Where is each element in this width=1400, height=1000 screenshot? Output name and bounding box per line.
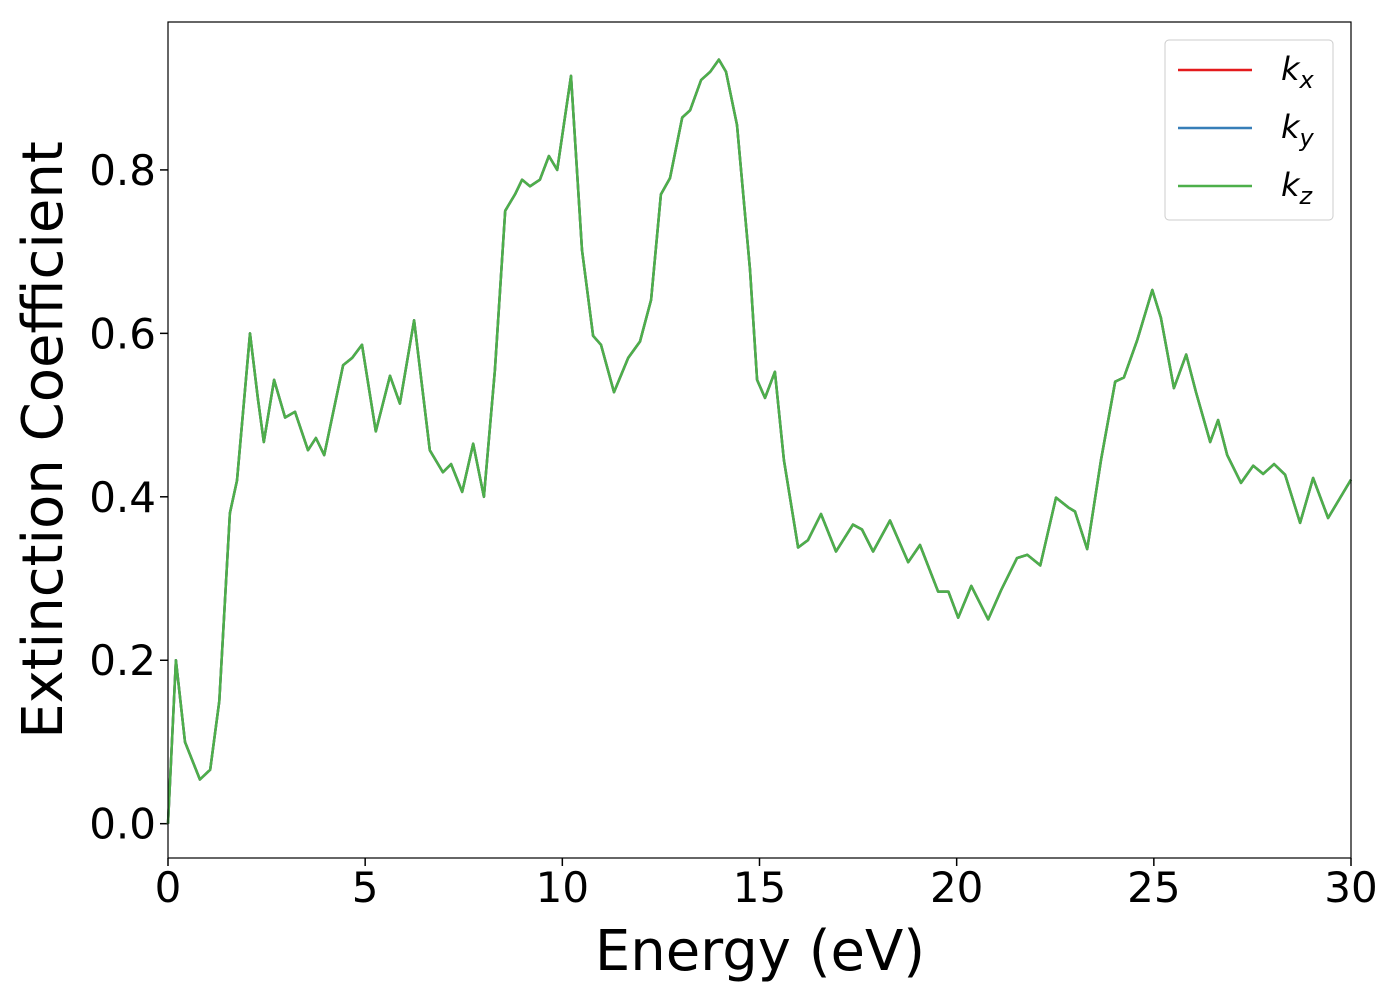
y-tick-label: 0.6 <box>89 309 156 358</box>
legend-box <box>1164 39 1334 221</box>
y-tick-label: 0.8 <box>89 146 156 195</box>
x-tick-label: 0 <box>155 863 182 912</box>
legend-label: ky <box>1281 108 1315 152</box>
x-tick-label: 30 <box>1324 863 1377 912</box>
legend: kx ky kz <box>1164 39 1334 221</box>
x-tick-label: 15 <box>733 863 786 912</box>
line-series <box>166 58 1353 824</box>
legend-label: kz <box>1281 166 1314 210</box>
x-tick-label: 25 <box>1127 863 1180 912</box>
x-tick-label: 10 <box>536 863 589 912</box>
plot-frame <box>167 21 1352 859</box>
x-tick-label: 5 <box>352 863 379 912</box>
y-axis-label: Extinction Coefficient <box>11 141 76 739</box>
x-tick-label: 20 <box>930 863 983 912</box>
y-tick-label: 0.0 <box>89 800 156 849</box>
y-tick-label: 0.2 <box>89 636 156 685</box>
x-axis-label: Energy (eV) <box>595 919 925 984</box>
legend-label: kx <box>1281 50 1315 94</box>
y-tick-label: 0.4 <box>89 473 156 522</box>
